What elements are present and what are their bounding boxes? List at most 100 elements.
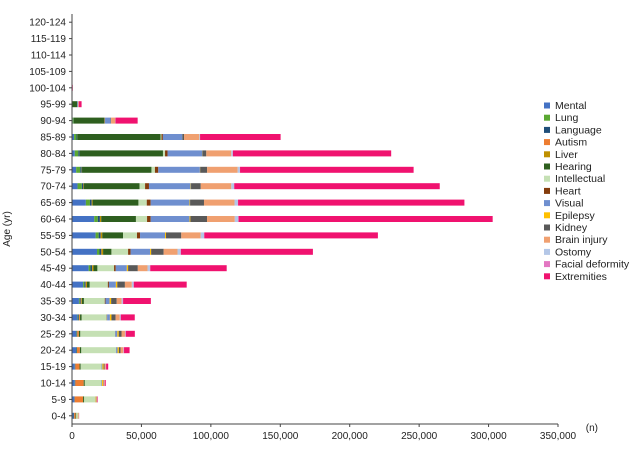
bar-segment-ostomy-60-64 xyxy=(234,216,239,222)
bar-segment-kidney-35-39 xyxy=(111,298,117,304)
x-tick-label: 100,000 xyxy=(193,431,230,442)
bar-segment-visual-90-94 xyxy=(105,117,111,124)
bar-segment-kidney-80-84 xyxy=(202,150,207,157)
bar-segment-mental-85-89 xyxy=(72,134,75,140)
bar-segment-language-40-44 xyxy=(84,281,86,288)
bar-segment-heart-35-39 xyxy=(104,298,106,304)
y-tick-label: 5-9 xyxy=(52,395,67,406)
y-tick-label: 0-4 xyxy=(52,411,67,422)
y-tick-label: 45-49 xyxy=(40,264,66,275)
bar-segment-visual-45-49 xyxy=(115,265,127,272)
bar-segment-hearing-0-4 xyxy=(75,412,77,419)
bar-segment-intellectual-55-59 xyxy=(123,232,137,239)
x-tick-label: 150,000 xyxy=(262,431,299,442)
bar-segment-liver-65-69 xyxy=(91,199,93,206)
bar-segment-intellectual-80-84 xyxy=(162,150,166,157)
bar-segment-intellectual-60-64 xyxy=(135,216,148,222)
legend-label: Epilepsy xyxy=(555,210,595,222)
bar-segment-epilepsy-5-9 xyxy=(95,396,97,403)
bar-segment-intellectual-30-34 xyxy=(81,314,107,321)
bar-segment-epilepsy-40-44 xyxy=(115,281,118,288)
bar-segment-heart-40-44 xyxy=(107,281,109,288)
bar-segment-mental-40-44 xyxy=(72,281,84,288)
legend-label: Intellectual xyxy=(555,173,605,185)
legend-label: Lung xyxy=(555,112,579,124)
bar-segment-hearing-65-69 xyxy=(92,199,139,206)
y-tick-label: 120-124 xyxy=(29,18,66,29)
y-axis-title: Age (yr) xyxy=(2,211,13,247)
bar-segment-visual-80-84 xyxy=(167,150,203,157)
bar-segment-liver-70-74 xyxy=(83,183,84,190)
legend-swatch-mental xyxy=(544,102,550,109)
bar-segment-lung-65-69 xyxy=(85,199,90,206)
y-tick-label: 50-54 xyxy=(40,247,66,258)
bar-segment-kidney-60-64 xyxy=(190,216,208,222)
bar-segment-brain-injury-65-69 xyxy=(203,199,235,206)
bar-segment-brain-injury-5-9 xyxy=(96,396,98,403)
legend-swatch-kidney xyxy=(544,224,550,231)
bar-segment-visual-35-39 xyxy=(105,298,110,304)
bar-segment-ostomy-40-44 xyxy=(131,281,134,288)
bar-segment-visual-75-79 xyxy=(158,166,200,173)
bar-segment-extremities-80-84 xyxy=(232,150,392,157)
y-tick-label: 105-109 xyxy=(29,67,66,78)
bar-segment-extremities-75-79 xyxy=(240,166,414,173)
bar-segment-heart-45-49 xyxy=(114,265,116,272)
y-tick-label: 30-34 xyxy=(40,313,66,324)
bar-segment-mental-55-59 xyxy=(72,232,96,239)
bar-segment-language-25-29 xyxy=(76,330,78,337)
bar-segment-extremities-70-74 xyxy=(234,183,440,190)
y-tick-label: 10-14 xyxy=(40,379,66,390)
y-tick-label: 95-99 xyxy=(40,100,66,111)
legend-swatch-liver xyxy=(544,151,550,158)
legend-swatch-hearing xyxy=(544,163,550,170)
bar-segment-epilepsy-30-34 xyxy=(109,314,112,321)
bar-segment-brain-injury-80-84 xyxy=(206,150,232,157)
x-axis-unit-label: (n) xyxy=(586,423,598,434)
bar-segment-visual-85-89 xyxy=(162,134,183,140)
bar-segment-kidney-55-59 xyxy=(166,232,182,239)
bar-segment-language-75-79 xyxy=(80,166,82,173)
bar-segment-language-20-24 xyxy=(76,347,77,354)
bar-segment-language-85-89 xyxy=(76,134,78,140)
bar-segment-autism-0-4 xyxy=(74,412,76,419)
bar-segment-kidney-75-79 xyxy=(200,166,208,173)
bar-segment-visual-95-99 xyxy=(77,101,79,108)
bar-segment-brain-injury-95-99 xyxy=(78,101,79,108)
bar-segment-ostomy-30-34 xyxy=(119,314,121,321)
bar-segment-intellectual-35-39 xyxy=(83,298,105,304)
legend-label: Extremities xyxy=(555,271,607,283)
bar-segment-brain-injury-85-89 xyxy=(184,134,200,140)
bar-segment-lung-60-64 xyxy=(94,216,98,222)
bar-segment-liver-50-54 xyxy=(101,248,104,255)
bar-segment-liver-40-44 xyxy=(85,281,87,288)
y-tick-label: 65-69 xyxy=(40,198,66,209)
bar-segment-brain-injury-30-34 xyxy=(115,314,120,321)
bar-segment-kidney-15-19 xyxy=(103,363,105,370)
bar-segment-kidney-65-69 xyxy=(190,199,204,206)
bar-segment-mental-70-74 xyxy=(72,183,78,190)
y-tick-label: 90-94 xyxy=(40,116,66,127)
bar-segment-lung-75-79 xyxy=(76,166,81,173)
bar-segment-visual-70-74 xyxy=(148,183,191,190)
bar-segment-autism-15-19 xyxy=(75,363,80,370)
bar-segment-ostomy-70-74 xyxy=(231,183,235,190)
bar-segment-hearing-40-44 xyxy=(87,281,90,288)
bar-segment-ostomy-35-39 xyxy=(121,298,123,304)
bar-segment-language-60-64 xyxy=(97,216,100,222)
bar-segment-visual-40-44 xyxy=(108,281,116,288)
bar-segment-hearing-35-39 xyxy=(81,298,84,304)
bar-segment-extremities-50-54 xyxy=(181,248,313,255)
bar-segment-intellectual-45-49 xyxy=(97,265,115,272)
legend-label: Facial deformity xyxy=(555,259,630,271)
bar-segment-epilepsy-60-64 xyxy=(189,216,191,222)
bar-segment-brain-injury-90-94 xyxy=(111,117,116,124)
bar-segment-hearing-20-24 xyxy=(79,347,82,354)
y-tick-label: 115-119 xyxy=(31,34,67,45)
bar-segment-visual-55-59 xyxy=(140,232,166,239)
bar-segment-intellectual-40-44 xyxy=(89,281,108,288)
bar-segment-liver-55-59 xyxy=(100,232,103,239)
bar-segment-mental-20-24 xyxy=(72,347,77,354)
bar-segment-brain-injury-45-49 xyxy=(137,265,148,272)
bar-segment-heart-65-69 xyxy=(146,199,151,206)
